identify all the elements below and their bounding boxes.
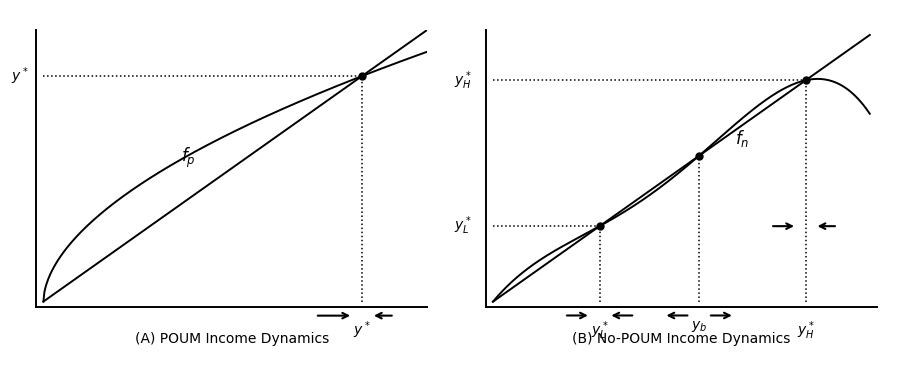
Text: $\mathit{f}_p$: $\mathit{f}_p$: [181, 146, 195, 170]
Text: $y^*$: $y^*$: [353, 319, 370, 341]
Text: $y_H^*$: $y_H^*$: [453, 69, 471, 92]
Text: $y_L^*$: $y_L^*$: [453, 215, 471, 237]
Text: $y_L^*$: $y_L^*$: [591, 319, 608, 342]
X-axis label: (B) No-POUM Income Dynamics: (B) No-POUM Income Dynamics: [572, 332, 790, 346]
X-axis label: (A) POUM Income Dynamics: (A) POUM Income Dynamics: [135, 332, 329, 346]
Text: $y_H^*$: $y_H^*$: [796, 319, 814, 342]
Text: $y^*$: $y^*$: [12, 65, 29, 87]
Text: $\mathit{f}_n$: $\mathit{f}_n$: [734, 128, 749, 148]
Text: $y_b$: $y_b$: [690, 319, 706, 334]
